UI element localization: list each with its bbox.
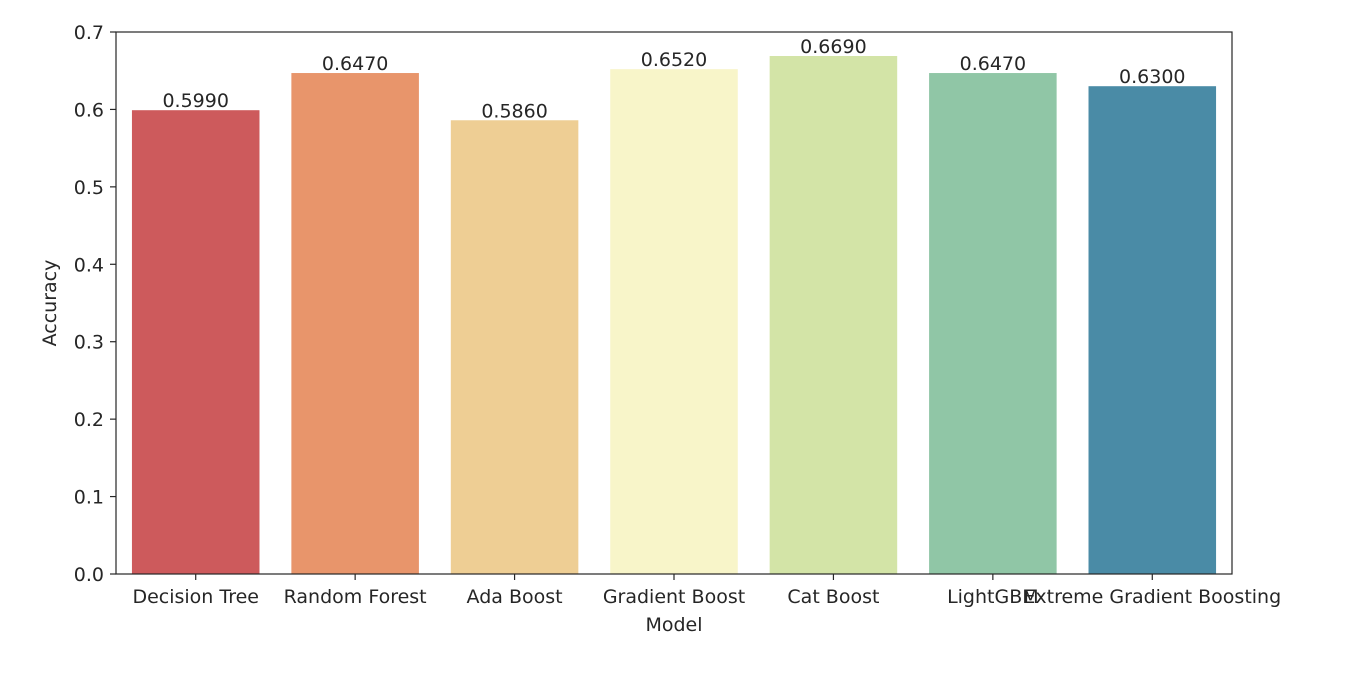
y-tick-label: 0.4 xyxy=(74,254,104,276)
y-tick-label: 0.2 xyxy=(74,409,104,431)
bar-value-label: 0.5990 xyxy=(162,90,228,112)
bar-value-label: 0.6690 xyxy=(800,36,866,58)
x-tick-label: Ada Boost xyxy=(467,586,563,608)
y-tick-label: 0.7 xyxy=(74,22,104,44)
y-tick-label: 0.5 xyxy=(74,177,104,199)
x-tick-label: Gradient Boost xyxy=(603,586,745,608)
bars: 0.5990 0.6470 0.5860 0.6520 0.6690 0.6470 0.63… xyxy=(131,36,1217,575)
y-tick-label: 0.3 xyxy=(74,332,104,354)
y-tick-label: 0.6 xyxy=(74,99,104,121)
y-tick-label: 0.0 xyxy=(74,564,104,586)
bar-lightgbm xyxy=(929,73,1057,574)
plot-frame xyxy=(115,31,1233,575)
bar-value-label: 0.6520 xyxy=(641,49,707,71)
x-tick-label: Cat Boost xyxy=(787,586,879,608)
x-tick-label: Extreme Gradient Boosting xyxy=(1023,586,1281,608)
x-tick-label: Decision Tree xyxy=(132,586,259,608)
x-tick-label: LightGBM xyxy=(947,586,1039,608)
x-axis-label: Model xyxy=(645,614,702,636)
y-axis-label: Accuracy xyxy=(39,260,61,347)
bar-cat-boost xyxy=(769,56,898,574)
bar-value-label: 0.6300 xyxy=(1119,66,1185,88)
x-tick-label: Random Forest xyxy=(284,586,427,608)
bar-extreme-gradient-boosting xyxy=(1088,86,1217,574)
bar-ada-boost xyxy=(450,120,579,575)
bar-decision-tree xyxy=(131,110,260,575)
y-tick-label: 0.1 xyxy=(74,487,104,509)
axis-ticks: Decision Tree Random Forest Ada Boost Gradi… xyxy=(74,22,1281,608)
bar-gradient-boost xyxy=(610,69,738,574)
bar-value-label: 0.6470 xyxy=(322,53,388,75)
bar-value-label: 0.5860 xyxy=(481,100,547,122)
bar-value-label: 0.6470 xyxy=(960,53,1026,75)
bar-random-forest xyxy=(291,73,419,574)
